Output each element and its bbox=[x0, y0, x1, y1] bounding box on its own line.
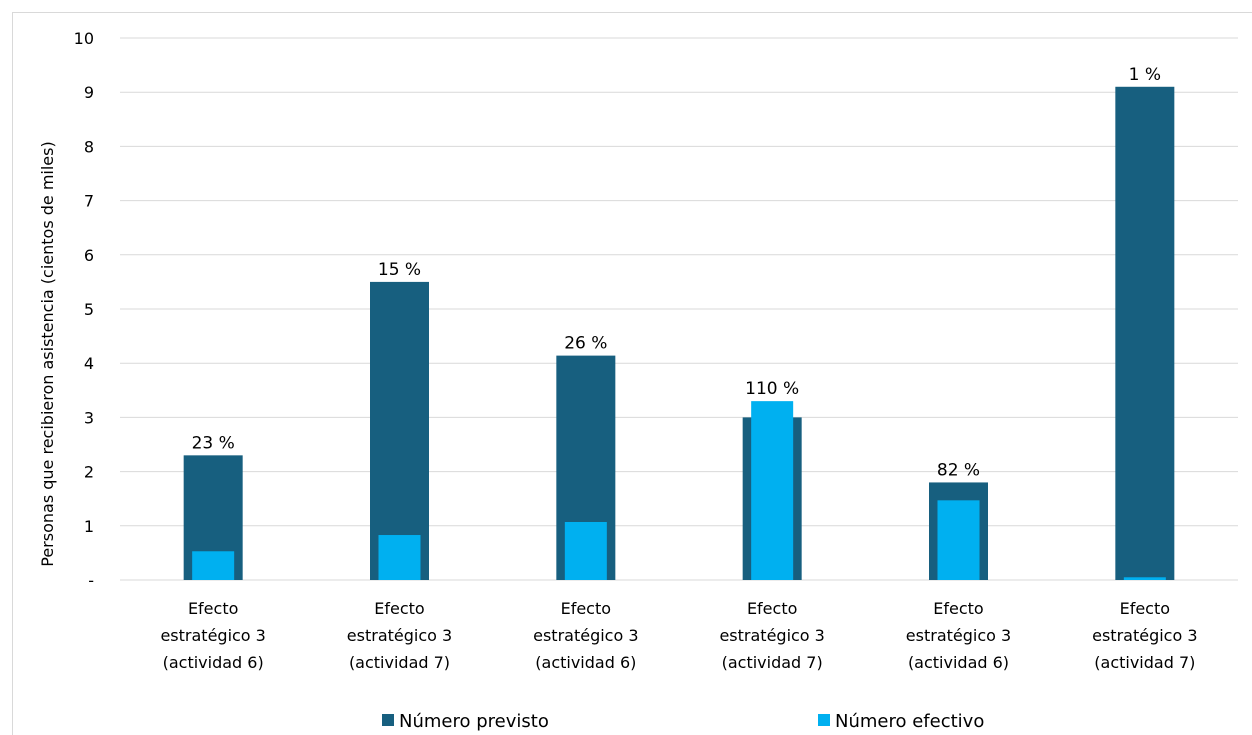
y-axis-label: Personas que recibieron asistencia (cien… bbox=[38, 141, 57, 566]
bar-numero-efectivo bbox=[192, 551, 235, 580]
x-tick-label: Efecto bbox=[1120, 599, 1170, 618]
x-tick-label: estratégico 3 bbox=[347, 626, 452, 645]
x-tick-label: Efecto bbox=[747, 599, 797, 618]
x-tick-label: Efecto bbox=[933, 599, 983, 618]
data-label: 1 % bbox=[1129, 65, 1161, 85]
x-tick-label: estratégico 3 bbox=[906, 626, 1011, 645]
bar-numero-efectivo bbox=[378, 535, 421, 580]
y-tick-label: 5 bbox=[84, 300, 94, 319]
bar-numero-previsto bbox=[370, 281, 429, 580]
y-tick-label: 10 bbox=[74, 29, 94, 48]
legend-label: Número efectivo bbox=[835, 711, 984, 732]
y-tick-label: 2 bbox=[84, 463, 94, 482]
x-tick-label: Efecto bbox=[561, 599, 611, 618]
x-tick-label: estratégico 3 bbox=[1092, 626, 1197, 645]
bar-numero-efectivo bbox=[1123, 577, 1166, 580]
x-tick-label: Efecto bbox=[374, 599, 424, 618]
data-label: 15 % bbox=[378, 260, 421, 280]
chart-frame bbox=[12, 12, 1252, 735]
y-tick-label: 1 bbox=[84, 517, 94, 536]
legend-label: Número previsto bbox=[399, 711, 549, 732]
x-tick-label: estratégico 3 bbox=[719, 626, 824, 645]
x-tick-label: (actividad 6) bbox=[908, 653, 1009, 672]
x-tick-label: (actividad 7) bbox=[722, 653, 823, 672]
y-tick-label: 8 bbox=[84, 137, 94, 156]
data-label: 23 % bbox=[192, 433, 235, 453]
bar-numero-efectivo bbox=[564, 522, 607, 580]
x-tick-label: (actividad 7) bbox=[349, 653, 450, 672]
bar-numero-efectivo bbox=[751, 401, 794, 580]
legend-swatch bbox=[818, 714, 830, 726]
x-tick-label: estratégico 3 bbox=[533, 626, 638, 645]
x-tick-label: (actividad 6) bbox=[163, 653, 264, 672]
x-tick-label: Efecto bbox=[188, 599, 238, 618]
data-label: 82 % bbox=[937, 460, 980, 480]
y-tick-label: 4 bbox=[84, 354, 94, 373]
x-tick-label: (actividad 6) bbox=[535, 653, 636, 672]
legend-swatch bbox=[382, 714, 394, 726]
bar-numero-previsto bbox=[1115, 86, 1175, 580]
y-tick-label: - bbox=[88, 571, 94, 590]
x-tick-label: estratégico 3 bbox=[160, 626, 265, 645]
bar-numero-efectivo bbox=[937, 500, 980, 580]
y-tick-label: 9 bbox=[84, 83, 94, 102]
x-tick-label: (actividad 7) bbox=[1094, 653, 1195, 672]
y-tick-label: 7 bbox=[84, 192, 94, 211]
data-label: 110 % bbox=[745, 379, 799, 399]
y-tick-label: 6 bbox=[84, 246, 94, 265]
data-label: 26 % bbox=[564, 334, 607, 354]
y-tick-label: 3 bbox=[84, 408, 94, 427]
